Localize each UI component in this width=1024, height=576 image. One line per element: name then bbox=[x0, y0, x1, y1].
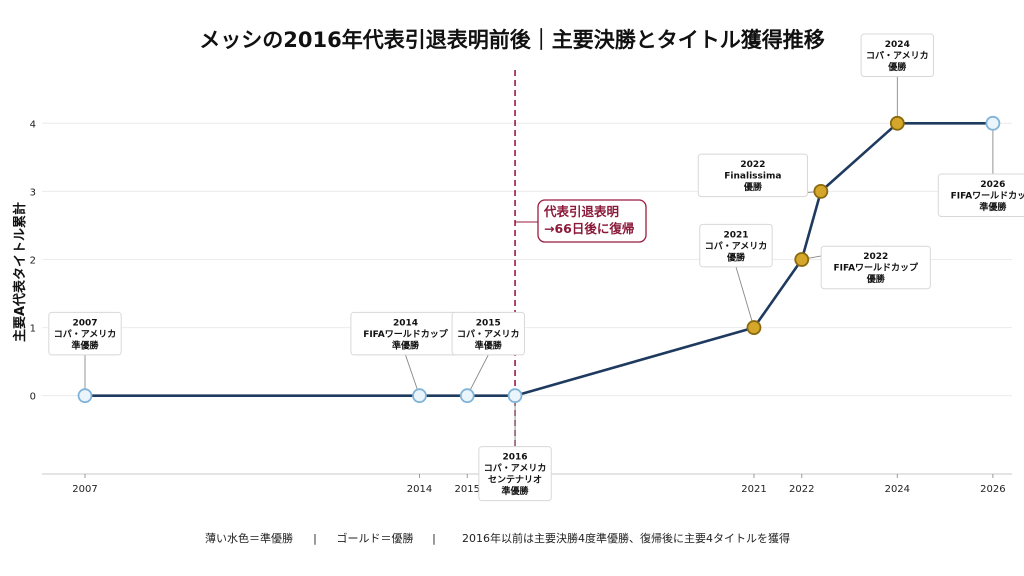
annotation-box bbox=[451, 311, 525, 356]
winner-point bbox=[813, 183, 829, 199]
annotation-box bbox=[699, 223, 773, 268]
annotation-leader bbox=[735, 266, 755, 328]
y-tick-label: 0 bbox=[30, 392, 36, 403]
y-tick-label: 3 bbox=[30, 187, 36, 198]
callout-box bbox=[537, 199, 647, 243]
annotation-text: Finalissima bbox=[724, 172, 781, 182]
callout-text: 代表引退表明 bbox=[543, 204, 619, 219]
runner-up-point bbox=[459, 388, 475, 404]
annotation-text: 準優勝 bbox=[392, 339, 420, 351]
winner-point bbox=[889, 115, 905, 131]
annotation-labels: 2007コパ・アメリカ準優勝2014FIFAワールドカップ準優勝2015コパ・ア… bbox=[48, 33, 1024, 502]
annotation-text: 準優勝 bbox=[979, 201, 1007, 213]
runner-up-point bbox=[507, 388, 523, 404]
annotation-box bbox=[478, 446, 552, 502]
annotation-text: 2021 bbox=[723, 230, 748, 240]
annotation-text: 2022 bbox=[863, 252, 888, 262]
annotation-text: FIFAワールドカップ bbox=[363, 328, 449, 340]
annotation-text: コパ・アメリカ bbox=[484, 462, 547, 474]
footer-separator: | bbox=[313, 532, 317, 545]
data-points bbox=[77, 115, 1001, 404]
annotation-box bbox=[48, 311, 122, 356]
annotation-text: FIFAワールドカップ bbox=[951, 190, 1024, 202]
annotation-leader bbox=[466, 354, 489, 396]
y-tick-label: 2 bbox=[30, 255, 36, 266]
annotation-box bbox=[697, 153, 808, 198]
annotation-text: コパ・アメリカ bbox=[54, 328, 117, 340]
annotation-text: 2007 bbox=[72, 318, 97, 328]
y-axis-label: 主要A代表タイトル累計 bbox=[12, 202, 28, 342]
annotation-box bbox=[937, 173, 1024, 218]
annotation-text: 優勝 bbox=[726, 251, 746, 263]
annotation-text: コパ・アメリカ bbox=[866, 50, 929, 62]
y-tick-label: 1 bbox=[30, 324, 36, 335]
y-tick-label: 4 bbox=[30, 119, 36, 130]
annotation-text: コパ・アメリカ bbox=[457, 328, 520, 340]
x-tick-label: 2007 bbox=[72, 484, 97, 495]
chart-title: メッシの2016年代表引退表明前後｜主要決勝とタイトル獲得推移 bbox=[199, 28, 824, 52]
retirement-marker: 代表引退表明 →66日後に復帰 bbox=[514, 70, 647, 500]
x-tick-label: 2021 bbox=[741, 484, 766, 495]
x-tick-label: 2022 bbox=[789, 484, 814, 495]
annotation-text: 2024 bbox=[885, 40, 910, 50]
winner-point bbox=[746, 320, 762, 335]
annotation-text: 2022 bbox=[740, 160, 765, 170]
x-tick-label: 2014 bbox=[407, 484, 432, 495]
footer-separator: | bbox=[432, 532, 436, 545]
annotation-text: コパ・アメリカ bbox=[705, 240, 768, 252]
annotation-box bbox=[820, 245, 931, 290]
annotation-text: 優勝 bbox=[866, 273, 886, 285]
annotation-text: 2014 bbox=[393, 318, 418, 328]
annotation-box bbox=[860, 33, 935, 78]
annotation-text: 準優勝 bbox=[475, 339, 503, 351]
annotation-text: 優勝 bbox=[743, 181, 763, 193]
annotation-text: 2016 bbox=[503, 453, 528, 463]
runner-up-point bbox=[77, 388, 93, 404]
winner-point bbox=[794, 252, 810, 267]
annotation-text: FIFAワールドカップ bbox=[833, 262, 919, 274]
axes: 0 1 2 3 4 2007 2014 2015 2016 2021 2022 2024 2026 bbox=[30, 119, 1012, 495]
x-tick-label: 2015 bbox=[455, 484, 480, 495]
annotation-text: 準優勝 bbox=[502, 485, 530, 497]
footer: 薄い水色＝準優勝 | ゴールド＝優勝 | 2016年以前は主要決勝4度準優勝、復… bbox=[205, 531, 790, 545]
annotation-text: センテナリオ bbox=[488, 475, 542, 486]
x-tick-label: 2026 bbox=[980, 484, 1005, 495]
footer-note: 2016年以前は主要決勝4度準優勝、復帰後に主要4タイトルを獲得 bbox=[462, 531, 790, 545]
runner-up-point bbox=[412, 388, 427, 404]
callout-text: →66日後に復帰 bbox=[544, 221, 634, 236]
annotation-text: 2015 bbox=[476, 318, 501, 328]
annotation-text: 優勝 bbox=[887, 61, 907, 73]
x-tick-label: 2024 bbox=[885, 484, 910, 495]
legend-runner-up: 薄い水色＝準優勝 bbox=[205, 531, 293, 545]
annotation-text: 準優勝 bbox=[71, 339, 99, 351]
runner-up-point bbox=[985, 115, 1001, 131]
legend-winner: ゴールド＝優勝 bbox=[337, 531, 414, 545]
gridlines bbox=[42, 122, 1012, 397]
annotation-text: 2026 bbox=[980, 180, 1005, 190]
